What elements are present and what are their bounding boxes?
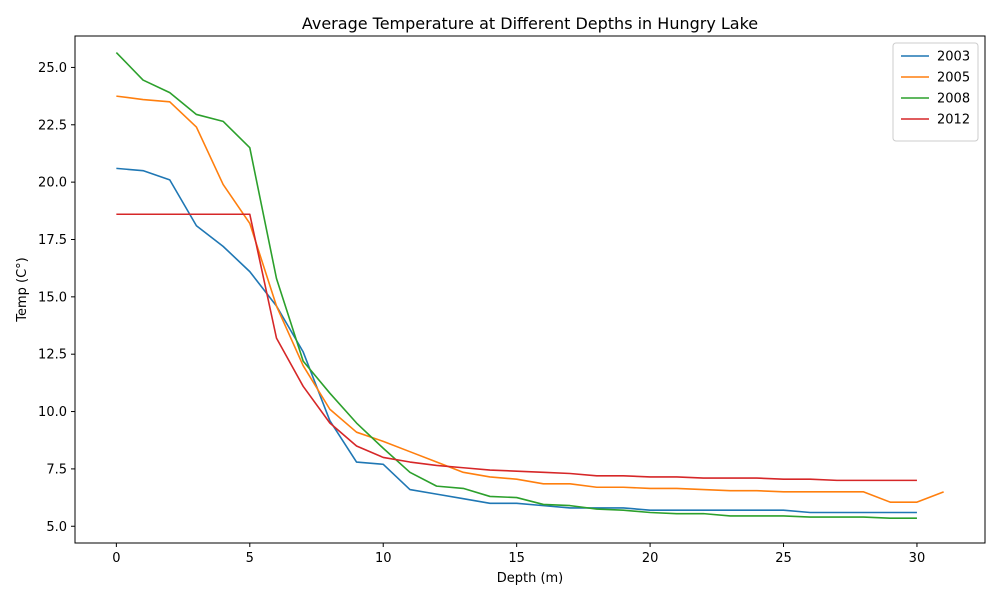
x-tick-label: 0	[112, 551, 120, 566]
x-tick-label: 25	[775, 551, 792, 566]
x-tick-label: 15	[508, 551, 525, 566]
plot-frame	[74, 35, 986, 544]
legend-box	[892, 42, 979, 142]
y-axis-label: Temp (C°)	[15, 257, 30, 323]
series-line-2012	[116, 213, 917, 482]
x-tick-label: 30	[909, 551, 926, 566]
legend-label: 2008	[937, 92, 970, 107]
series-lines	[115, 51, 944, 520]
y-tick-label: 5.0	[46, 520, 67, 535]
series-line-2008	[115, 51, 917, 520]
y-tick-label: 25.0	[38, 61, 67, 76]
legend-label: 2003	[937, 50, 970, 65]
legend-label: 2005	[937, 71, 970, 86]
legend-label: 2012	[937, 113, 970, 128]
x-axis: 0 5 10 15 20 25 30	[112, 543, 925, 566]
y-axis: 5.0 7.5 10.0 12.5 15.0 17.5 20.0 22.5 25.0	[38, 61, 75, 535]
series-line-2003	[116, 167, 917, 514]
x-axis-label: Depth (m)	[497, 571, 564, 586]
x-tick-label: 20	[642, 551, 659, 566]
y-tick-label: 10.0	[38, 405, 67, 420]
y-tick-label: 12.5	[38, 348, 67, 363]
y-tick-label: 15.0	[38, 290, 67, 305]
y-tick-label: 7.5	[46, 462, 67, 477]
legend: 2003 2005 2008 2012	[892, 42, 979, 142]
y-tick-label: 22.5	[38, 118, 67, 133]
y-tick-label: 17.5	[38, 233, 67, 248]
chart-title: Average Temperature at Different Depths …	[302, 14, 758, 33]
y-tick-label: 20.0	[38, 176, 67, 191]
x-tick-label: 10	[375, 551, 392, 566]
x-tick-label: 5	[246, 551, 254, 566]
